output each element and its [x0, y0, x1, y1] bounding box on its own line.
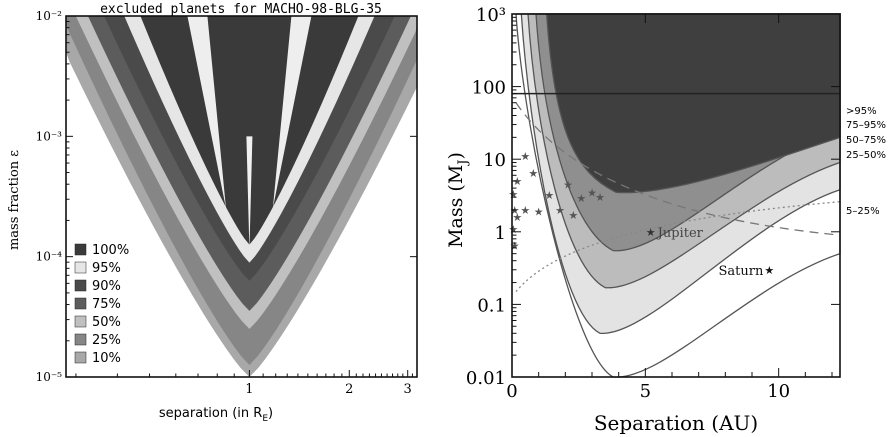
- left-y-tick-label: 10⁻⁴: [36, 250, 63, 264]
- known-planet-star: ★: [544, 189, 554, 202]
- right-contour-region: [545, 13, 841, 194]
- right-x-axis-label: Separation (AU): [594, 411, 758, 435]
- contour-label: 75–95%: [846, 120, 886, 131]
- left-caustic-streak-left: [187, 16, 227, 209]
- right-x-tick-label: 0: [506, 381, 517, 402]
- left-legend-label: 100%: [92, 243, 129, 258]
- left-legend-swatch: [74, 243, 87, 256]
- right-x-tick-label: 5: [640, 381, 651, 402]
- left-legend: 100% 95% 90% 75% 50% 25% 10%: [74, 243, 129, 366]
- known-planet-star: ★: [512, 175, 522, 188]
- right-dashed-curve: [515, 102, 841, 236]
- left-legend-swatch: [74, 351, 87, 364]
- known-planet-star: ★: [563, 178, 573, 191]
- known-planet-star: ★: [520, 204, 530, 217]
- known-planet-star: ★: [568, 209, 578, 222]
- known-planet-star: ★: [508, 223, 518, 236]
- left-legend-label: 75%: [92, 297, 121, 312]
- saturn-marker: ★: [764, 264, 774, 277]
- left-legend-swatch: [74, 333, 87, 346]
- known-planet-star: ★: [508, 188, 518, 201]
- known-planet-star: ★: [576, 192, 586, 205]
- left-caustic-streak-right: [272, 16, 312, 209]
- saturn-label: Saturn: [718, 264, 763, 279]
- jupiter-marker: ★: [646, 226, 656, 239]
- known-planet-star: ★: [520, 150, 530, 163]
- left-legend-swatch: [74, 315, 87, 328]
- left-legend-label: 90%: [92, 279, 121, 294]
- left-chart: 1 2 3 10⁻⁵ 10⁻⁴ 10⁻³ 10⁻² excluded planets for…: [7, 2, 418, 424]
- left-legend-label: 50%: [92, 315, 121, 330]
- known-planet-star: ★: [528, 167, 538, 180]
- contour-label-group: >95% 75–95% 50–75% 25–50% 5–25%: [846, 106, 886, 217]
- contour-label: >95%: [846, 106, 877, 117]
- left-legend-swatch: [74, 261, 87, 274]
- left-x-axis-label: separation (in RE): [159, 406, 273, 424]
- left-legend-swatch: [74, 297, 87, 310]
- left-y-axis-label: mass fraction ε: [7, 150, 22, 250]
- known-planet-star: ★: [512, 211, 522, 224]
- left-legend-label: 10%: [92, 351, 121, 366]
- left-legend-swatch: [74, 279, 87, 292]
- left-central-spike: [246, 136, 253, 251]
- right-dotted-curve: [515, 201, 841, 293]
- right-y-tick-label: 100: [472, 78, 506, 99]
- right-y-tick-label: 10: [483, 150, 506, 171]
- right-y-tick-label: 0.01: [466, 368, 506, 389]
- right-y-tick-label: 0.1: [477, 295, 506, 316]
- right-x-tick-label: 10: [767, 381, 790, 402]
- right-y-axis-label: Mass (MJ): [445, 152, 471, 248]
- left-x-tick-label: 2: [345, 382, 353, 397]
- left-legend-label: 95%: [92, 261, 121, 276]
- known-planet-star: ★: [587, 186, 597, 199]
- left-legend-label: 25%: [92, 333, 121, 348]
- known-planet-star: ★: [534, 206, 544, 219]
- right-y-tick-label: 1: [495, 223, 506, 244]
- contour-label: 5–25%: [846, 206, 880, 217]
- known-planet-star: ★: [595, 191, 605, 204]
- known-planet-star: ★: [555, 204, 565, 217]
- left-plot-frame: [65, 15, 418, 378]
- left-chart-title: excluded planets for MACHO-98-BLG-35: [100, 2, 382, 17]
- right-y-tick-label: 10³: [476, 5, 506, 26]
- known-planet-star: ★: [510, 239, 520, 252]
- left-x-tick-label: 3: [404, 382, 412, 397]
- jupiter-label: Jupiter: [656, 226, 704, 241]
- right-plot-frame: [511, 13, 841, 378]
- left-x-tick-label: 1: [245, 382, 253, 397]
- contour-label: 50–75%: [846, 135, 886, 146]
- left-region-100pct: [140, 16, 359, 245]
- left-y-tick-label: 10⁻³: [36, 129, 63, 143]
- left-y-tick-label: 10⁻⁵: [36, 370, 63, 384]
- left-y-tick-label: 10⁻²: [36, 9, 63, 23]
- contour-label: 25–50%: [846, 150, 886, 161]
